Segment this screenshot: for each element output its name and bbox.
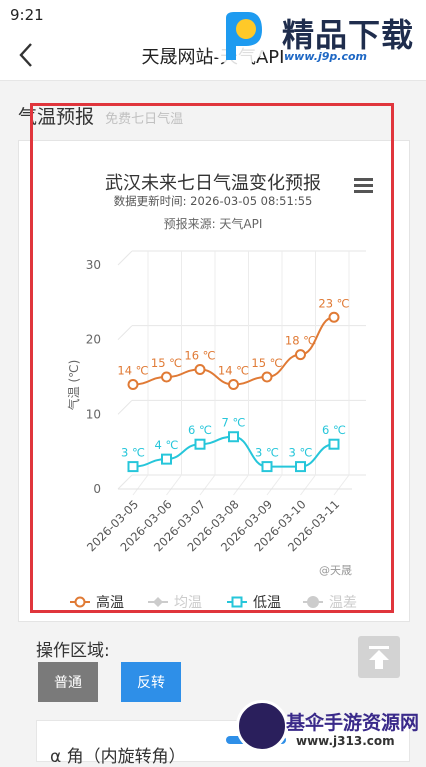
data-point [228, 378, 239, 390]
section-title: 气温预报 [18, 106, 95, 128]
grid-line [199, 474, 216, 496]
normal-button[interactable]: 普通 [38, 662, 98, 702]
legend-label[interactable]: 低温 [253, 595, 281, 611]
data-label: 18 ℃ [285, 334, 316, 348]
legend-square-marker-icon [231, 596, 243, 608]
back-to-top-button[interactable] [358, 636, 400, 678]
data-label: 23 ℃ [318, 296, 349, 310]
data-label: 6 ℃ [322, 423, 346, 437]
data-point [194, 438, 206, 450]
watermark-top: 精品下载 www.j9p.com [204, 2, 426, 70]
legend-circle-marker-icon [74, 596, 86, 608]
data-point [328, 311, 340, 323]
reverse-button[interactable]: 反转 [121, 662, 181, 702]
data-point [194, 364, 206, 376]
highlight-frame [30, 103, 394, 613]
data-label: 7 ℃ [222, 416, 246, 430]
grid-line [333, 474, 350, 496]
data-label: 14 ℃ [218, 363, 249, 377]
y-tick-label: 0 [93, 482, 101, 496]
data-label: 15 ℃ [251, 356, 282, 370]
section-subtitle: 免费七日气温 [105, 112, 184, 127]
legend-label[interactable]: 高温 [96, 594, 124, 611]
data-label: 3 ℃ [121, 446, 145, 460]
section-header: 气温预报 免费七日气温 [18, 102, 183, 129]
grid-line [233, 474, 249, 496]
data-point [127, 461, 139, 473]
grid-line [266, 474, 283, 496]
data-label: 3 ℃ [289, 446, 313, 460]
legend-dot-marker-icon [307, 596, 319, 608]
grid-line [117, 325, 133, 341]
chart-card [18, 140, 410, 622]
data-point [295, 461, 306, 473]
data-point [161, 371, 172, 383]
data-label: 16 ℃ [184, 349, 215, 363]
data-point [127, 378, 139, 390]
y-tick-label: 20 [86, 333, 101, 347]
chart-menu-icon[interactable] [354, 178, 373, 193]
operations-label: 操作区域: [36, 641, 110, 661]
chart-update-time: 数据更新时间: 2026-03-05 08:51:55 [114, 194, 313, 208]
watermark-bottom-url: www.j313.com [296, 734, 395, 748]
temperature-chart: 武汉未来七日气温变化预报 数据更新时间: 2026-03-05 08:51:55… [66, 173, 373, 611]
status-time: 9:21 [10, 6, 44, 24]
chart-credit: @天晟 [319, 564, 352, 577]
grid-line [166, 474, 182, 496]
chart-source: 预报来源: 天气API [164, 216, 263, 231]
grid-line [300, 474, 316, 496]
data-point [228, 431, 239, 443]
grid-line [117, 399, 133, 415]
watermark-bottom-name: 基伞手游资源网 [286, 712, 420, 734]
arrow-up-icon [369, 646, 389, 669]
angle-section-title: α 角（内旋转角） [50, 747, 186, 767]
bottom-card [36, 720, 410, 762]
data-label: 4 ℃ [155, 438, 179, 452]
legend-label[interactable]: 均温 [174, 595, 202, 611]
back-icon[interactable] [14, 40, 40, 70]
watermark-badge-icon [236, 700, 288, 752]
data-point [295, 349, 306, 361]
data-point [328, 438, 340, 450]
data-label: 14 ℃ [117, 363, 148, 377]
watermark-brand: 精品下载 [282, 16, 415, 54]
grid-line [117, 474, 133, 490]
grid-line [117, 250, 133, 266]
data-label: 15 ℃ [151, 356, 182, 370]
legend-diamond-marker-icon [153, 597, 163, 607]
legend-label[interactable]: 温差 [329, 595, 357, 611]
y-axis-label: 气温 (℃) [66, 360, 81, 411]
data-point [261, 371, 273, 383]
grid-line [132, 474, 149, 496]
watermark-logo-icon [208, 6, 268, 66]
watermark-url: www.j9p.com [284, 50, 367, 63]
data-point [161, 453, 172, 465]
chart-title: 武汉未来七日气温变化预报 [105, 173, 321, 194]
data-label: 6 ℃ [188, 423, 212, 437]
y-tick-label: 10 [86, 407, 101, 421]
data-label: 3 ℃ [255, 446, 279, 460]
watermark-bottom: 基伞手游资源网 www.j313.com [236, 700, 426, 757]
y-tick-label: 30 [86, 258, 101, 272]
data-point [261, 461, 273, 473]
